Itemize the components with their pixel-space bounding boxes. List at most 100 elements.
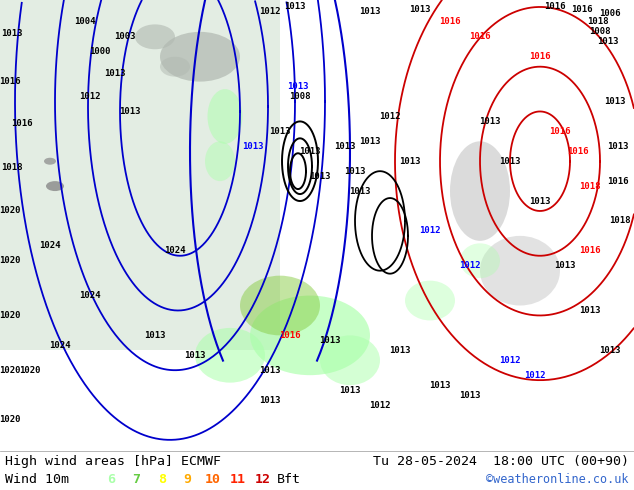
Text: 1013: 1013: [309, 172, 331, 181]
Text: 1013: 1013: [269, 127, 291, 136]
Text: 1020: 1020: [0, 416, 21, 424]
Text: 1016: 1016: [549, 127, 571, 136]
Text: 1016: 1016: [567, 147, 589, 156]
Text: 1020: 1020: [0, 206, 21, 216]
Text: Tu 28-05-2024  18:00 UTC (00+90): Tu 28-05-2024 18:00 UTC (00+90): [373, 455, 629, 467]
Text: 1004: 1004: [74, 17, 96, 26]
Text: 1024: 1024: [164, 246, 186, 255]
Text: 1013: 1013: [299, 147, 321, 156]
Text: 1013: 1013: [399, 157, 421, 166]
Text: 1012: 1012: [369, 400, 391, 410]
Text: 1013: 1013: [554, 261, 576, 270]
Text: 1012: 1012: [499, 356, 521, 365]
Ellipse shape: [405, 281, 455, 320]
Text: 1013: 1013: [499, 157, 521, 166]
Text: 8: 8: [158, 473, 165, 487]
Text: 1013: 1013: [599, 346, 621, 355]
Text: 1012: 1012: [524, 370, 546, 380]
Text: 1016: 1016: [469, 32, 491, 41]
Text: 1013: 1013: [259, 395, 281, 405]
Text: 1013: 1013: [607, 142, 629, 151]
Text: 1013: 1013: [389, 346, 411, 355]
Text: 1013: 1013: [349, 187, 371, 196]
Text: 7: 7: [133, 473, 140, 487]
Text: 1024: 1024: [39, 241, 61, 250]
Text: 1016: 1016: [529, 52, 551, 61]
Text: 10: 10: [204, 473, 221, 487]
Text: 1020: 1020: [0, 256, 21, 265]
Text: 12: 12: [255, 473, 271, 487]
Text: 1018: 1018: [587, 17, 609, 26]
Text: 1016: 1016: [0, 77, 21, 86]
Text: High wind areas [hPa] ECMWF: High wind areas [hPa] ECMWF: [5, 455, 221, 467]
Text: 1018: 1018: [609, 217, 631, 225]
Text: 1013: 1013: [119, 107, 141, 116]
Ellipse shape: [240, 276, 320, 335]
Text: 1013: 1013: [184, 351, 206, 360]
Text: 1013: 1013: [284, 2, 306, 11]
Text: 1024: 1024: [79, 291, 101, 300]
Text: 1020: 1020: [0, 311, 21, 320]
Text: 1013: 1013: [429, 381, 451, 390]
Ellipse shape: [460, 244, 500, 278]
Text: ©weatheronline.co.uk: ©weatheronline.co.uk: [486, 473, 629, 487]
Text: 1013: 1013: [410, 5, 430, 14]
Ellipse shape: [135, 24, 175, 49]
Text: 1020: 1020: [0, 366, 21, 375]
Text: 1013: 1013: [529, 196, 551, 205]
Ellipse shape: [250, 295, 370, 375]
Text: 1018: 1018: [1, 163, 23, 172]
Text: 1024: 1024: [49, 341, 71, 350]
Text: 1006: 1006: [599, 9, 621, 19]
Text: 1012: 1012: [259, 7, 281, 17]
Text: 1016: 1016: [11, 119, 33, 128]
Text: Wind 10m: Wind 10m: [5, 473, 69, 487]
Ellipse shape: [46, 181, 64, 191]
Text: 1016: 1016: [579, 246, 601, 255]
Text: 1013: 1013: [334, 142, 356, 151]
Text: 1013: 1013: [287, 82, 309, 91]
Text: 1013: 1013: [459, 391, 481, 399]
FancyBboxPatch shape: [0, 0, 280, 350]
Ellipse shape: [160, 32, 240, 82]
Text: 1018: 1018: [579, 182, 601, 191]
Text: 1016: 1016: [544, 2, 566, 11]
Text: 1013: 1013: [604, 97, 626, 106]
Ellipse shape: [44, 158, 56, 165]
Text: 1003: 1003: [114, 32, 136, 41]
Text: 6: 6: [107, 473, 115, 487]
Text: 1013: 1013: [1, 29, 23, 38]
Ellipse shape: [205, 141, 235, 181]
Text: 1013: 1013: [597, 37, 619, 46]
Text: 9: 9: [183, 473, 191, 487]
Text: 1013: 1013: [339, 386, 361, 394]
Text: 1008: 1008: [589, 27, 611, 36]
Ellipse shape: [450, 141, 510, 241]
Text: 1016: 1016: [571, 5, 593, 14]
Text: 1013: 1013: [344, 167, 366, 176]
Text: 1016: 1016: [607, 176, 629, 186]
Text: 1013: 1013: [145, 331, 165, 340]
Text: 1012: 1012: [419, 226, 441, 235]
Text: 1013: 1013: [242, 142, 264, 151]
Text: 1013: 1013: [359, 137, 381, 146]
Text: 1016: 1016: [279, 331, 301, 340]
Text: 1000: 1000: [89, 47, 111, 56]
Text: 1012: 1012: [459, 261, 481, 270]
Ellipse shape: [160, 57, 190, 76]
Text: 1013: 1013: [104, 69, 126, 78]
Ellipse shape: [320, 335, 380, 385]
Text: 1012: 1012: [79, 92, 101, 101]
Text: Bft: Bft: [276, 473, 301, 487]
Ellipse shape: [207, 89, 242, 144]
Text: 1016: 1016: [439, 17, 461, 26]
Text: 1012: 1012: [379, 112, 401, 121]
Text: 1013: 1013: [579, 306, 601, 315]
Ellipse shape: [480, 236, 560, 306]
Ellipse shape: [195, 328, 265, 383]
Text: 1013: 1013: [359, 7, 381, 17]
Text: 1013: 1013: [320, 336, 340, 345]
Text: 1020: 1020: [19, 366, 41, 375]
Text: 1013: 1013: [479, 117, 501, 126]
Text: 1008: 1008: [289, 92, 311, 101]
